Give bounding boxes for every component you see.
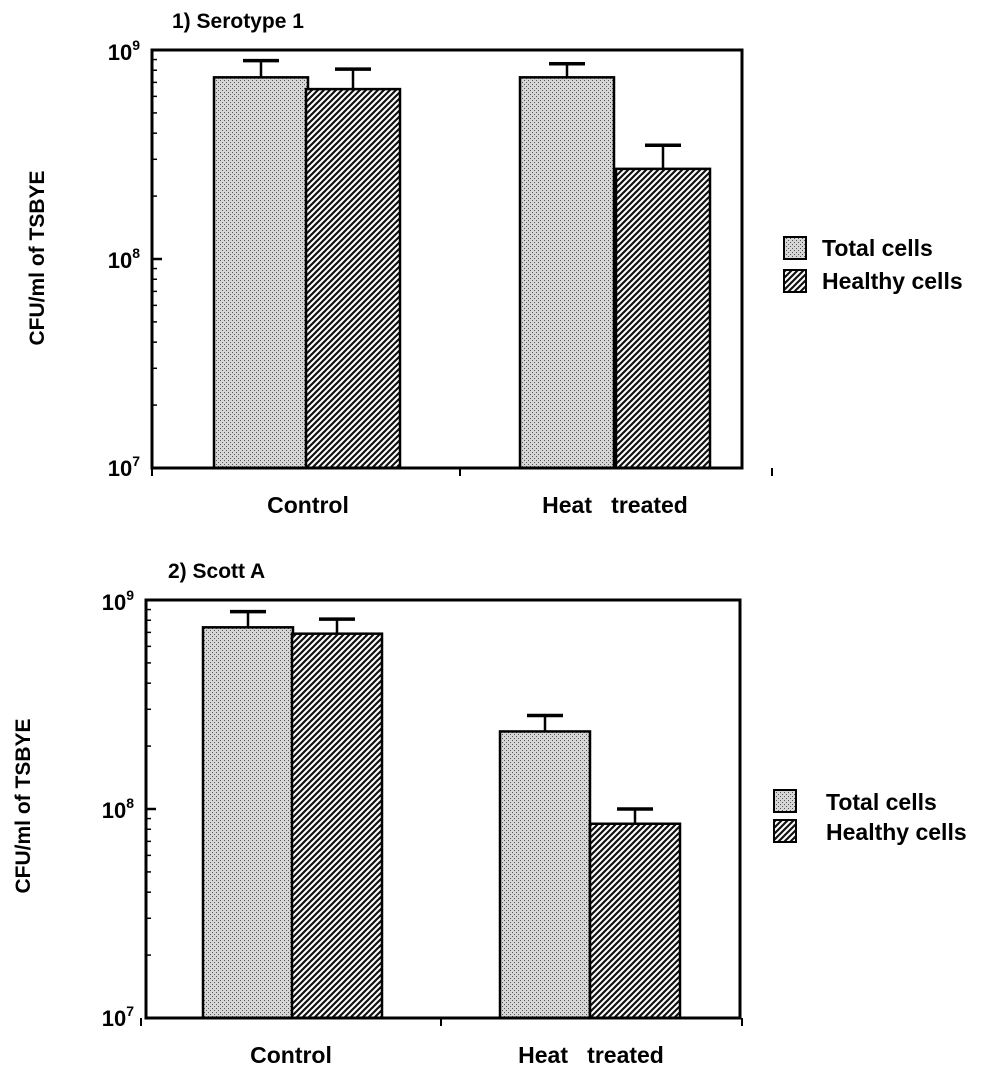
- bar-total-cells: [212, 76, 310, 470]
- bar-total-cells: [498, 730, 592, 1020]
- legend-swatch-healthy-cells: [783, 269, 807, 293]
- y-axis-label: CFU/ml of TSBYE: [12, 718, 35, 893]
- x-category-label: Heat treated: [542, 492, 688, 518]
- legend-swatch-healthy-cells: [773, 819, 797, 843]
- x-category-label: Control: [267, 492, 349, 518]
- plot-area: [140, 598, 743, 1026]
- bar-healthy-cells: [588, 822, 682, 1020]
- plot-area: [151, 48, 773, 476]
- legend-label: Healthy cells: [826, 819, 967, 845]
- y-tick-label: 109: [108, 37, 140, 65]
- chart-panel-serotype-1: 1) Serotype 1 CFU/ml of TSBYE 107 108 10…: [26, 10, 963, 518]
- y-tick-labels: 107 108 109: [102, 587, 134, 1031]
- chart-title: 1) Serotype 1: [172, 10, 304, 33]
- plot-frame: [144, 598, 742, 1020]
- legend-label: Total cells: [822, 235, 933, 261]
- bar-total-cells: [518, 76, 616, 470]
- y-tick-label: 108: [102, 795, 134, 823]
- y-tick-label: 107: [102, 1003, 134, 1031]
- y-tick-labels: 107 108 109: [108, 37, 140, 481]
- bar-healthy-cells: [290, 632, 384, 1020]
- y-tick-label: 107: [108, 453, 140, 481]
- legend-label: Total cells: [826, 789, 937, 815]
- bar-healthy-cells: [304, 87, 402, 470]
- chart-title: 2) Scott A: [168, 560, 265, 583]
- bar-total-cells: [201, 626, 295, 1020]
- legend-swatch-total-cells: [783, 236, 807, 260]
- x-category-label: Heat treated: [518, 1042, 664, 1068]
- x-category-label: Control: [250, 1042, 332, 1068]
- legend-label: Healthy cells: [822, 268, 963, 294]
- y-axis-label: CFU/ml of TSBYE: [26, 170, 49, 345]
- y-tick-label: 109: [102, 587, 134, 615]
- legend-swatch-total-cells: [773, 789, 797, 813]
- y-tick-label: 108: [108, 245, 140, 273]
- legend: Total cells Healthy cells: [773, 789, 967, 845]
- legend: Total cells Healthy cells: [783, 235, 963, 294]
- plot-frame: [150, 48, 744, 470]
- bar-healthy-cells: [614, 167, 712, 470]
- chart-panel-scott-a: 2) Scott A CFU/ml of TSBYE 107 108 109 C…: [12, 560, 967, 1068]
